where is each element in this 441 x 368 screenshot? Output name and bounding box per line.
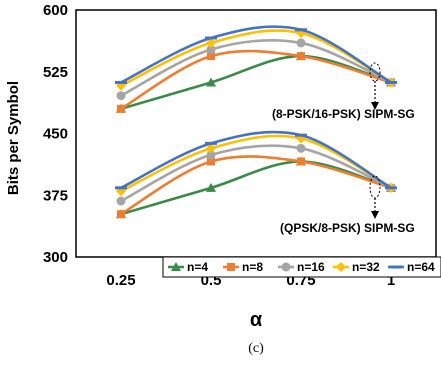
series-group-1	[115, 25, 397, 113]
annotation-ellipse-1	[369, 62, 381, 82]
data-point-n64	[295, 133, 307, 137]
legend-label-n16: n=16	[297, 260, 325, 274]
legend-marker-n64	[390, 265, 402, 269]
y-tick-label: 300	[43, 249, 68, 266]
series-group-2	[115, 130, 397, 219]
data-point-n16	[206, 150, 216, 160]
data-point-n8	[297, 157, 305, 166]
data-point-n4	[206, 77, 216, 87]
annotation-arrowhead-2	[371, 211, 379, 219]
series-line-n4	[120, 54, 392, 111]
data-point-n8	[207, 157, 215, 166]
legend: n=4 n=8 n=16 n=32 n=64	[162, 256, 441, 278]
data-point-n64	[115, 80, 127, 84]
legend-label-n64: n=64	[407, 260, 435, 274]
y-tick-label: 525	[43, 64, 68, 81]
legend-marker-n16	[281, 262, 291, 272]
data-point-n64	[385, 80, 397, 84]
annotation-arrowhead-1	[371, 102, 379, 110]
series-line-n8	[120, 49, 392, 110]
data-point-n64	[205, 36, 217, 40]
y-axis: 300 375 450 525 600	[43, 2, 68, 266]
x-tick-label: 1	[387, 272, 395, 289]
series-line-n16	[120, 144, 392, 203]
figure-caption: (c)	[248, 341, 264, 356]
y-axis-title: Bits per Symbol	[5, 81, 22, 195]
data-point-n8	[207, 52, 215, 61]
data-point-n4	[206, 182, 216, 192]
data-point-n32	[206, 37, 216, 48]
legend-marker-n8	[227, 263, 235, 271]
series-line-n4	[120, 160, 392, 216]
legend-label-n8: n=8	[242, 260, 263, 274]
legend-marker-n32	[336, 262, 346, 272]
annotation-group-1: (8-PSK/16-PSK) SIPM-SG	[272, 62, 415, 121]
legend-box	[162, 256, 441, 278]
data-point-n8	[117, 104, 125, 113]
data-point-n64	[115, 186, 127, 190]
series-line-n16	[120, 38, 392, 97]
data-point-n64	[205, 141, 217, 145]
data-point-n64	[295, 28, 307, 32]
legend-marker-n4	[171, 262, 181, 271]
x-tick-label: 0.25	[106, 272, 135, 289]
y-tick-label: 375	[43, 187, 68, 204]
series-line-n64	[120, 130, 392, 190]
y-tick-label: 450	[43, 126, 68, 143]
series-line-n8	[120, 155, 392, 216]
annotation-group-2: (QPSK/8-PSK) SIPM-SG	[280, 175, 415, 235]
data-point-n16	[116, 196, 126, 206]
data-point-n32	[206, 143, 216, 154]
series-line-n64	[120, 25, 392, 84]
data-point-n16	[116, 91, 126, 101]
data-point-n16	[296, 143, 306, 153]
data-point-n8	[117, 210, 125, 219]
annotation-label-2: (QPSK/8-PSK) SIPM-SG	[280, 221, 415, 235]
data-point-n16	[206, 45, 216, 55]
legend-label-n32: n=32	[352, 260, 380, 274]
annotation-label-1: (8-PSK/16-PSK) SIPM-SG	[272, 107, 415, 121]
data-point-n8	[297, 52, 305, 61]
data-point-n16	[296, 38, 306, 48]
data-point-n64	[385, 186, 397, 190]
x-axis-title: α	[250, 309, 263, 331]
series-layer	[115, 25, 397, 219]
y-tick-label: 600	[43, 2, 68, 19]
legend-label-n4: n=4	[187, 260, 208, 274]
